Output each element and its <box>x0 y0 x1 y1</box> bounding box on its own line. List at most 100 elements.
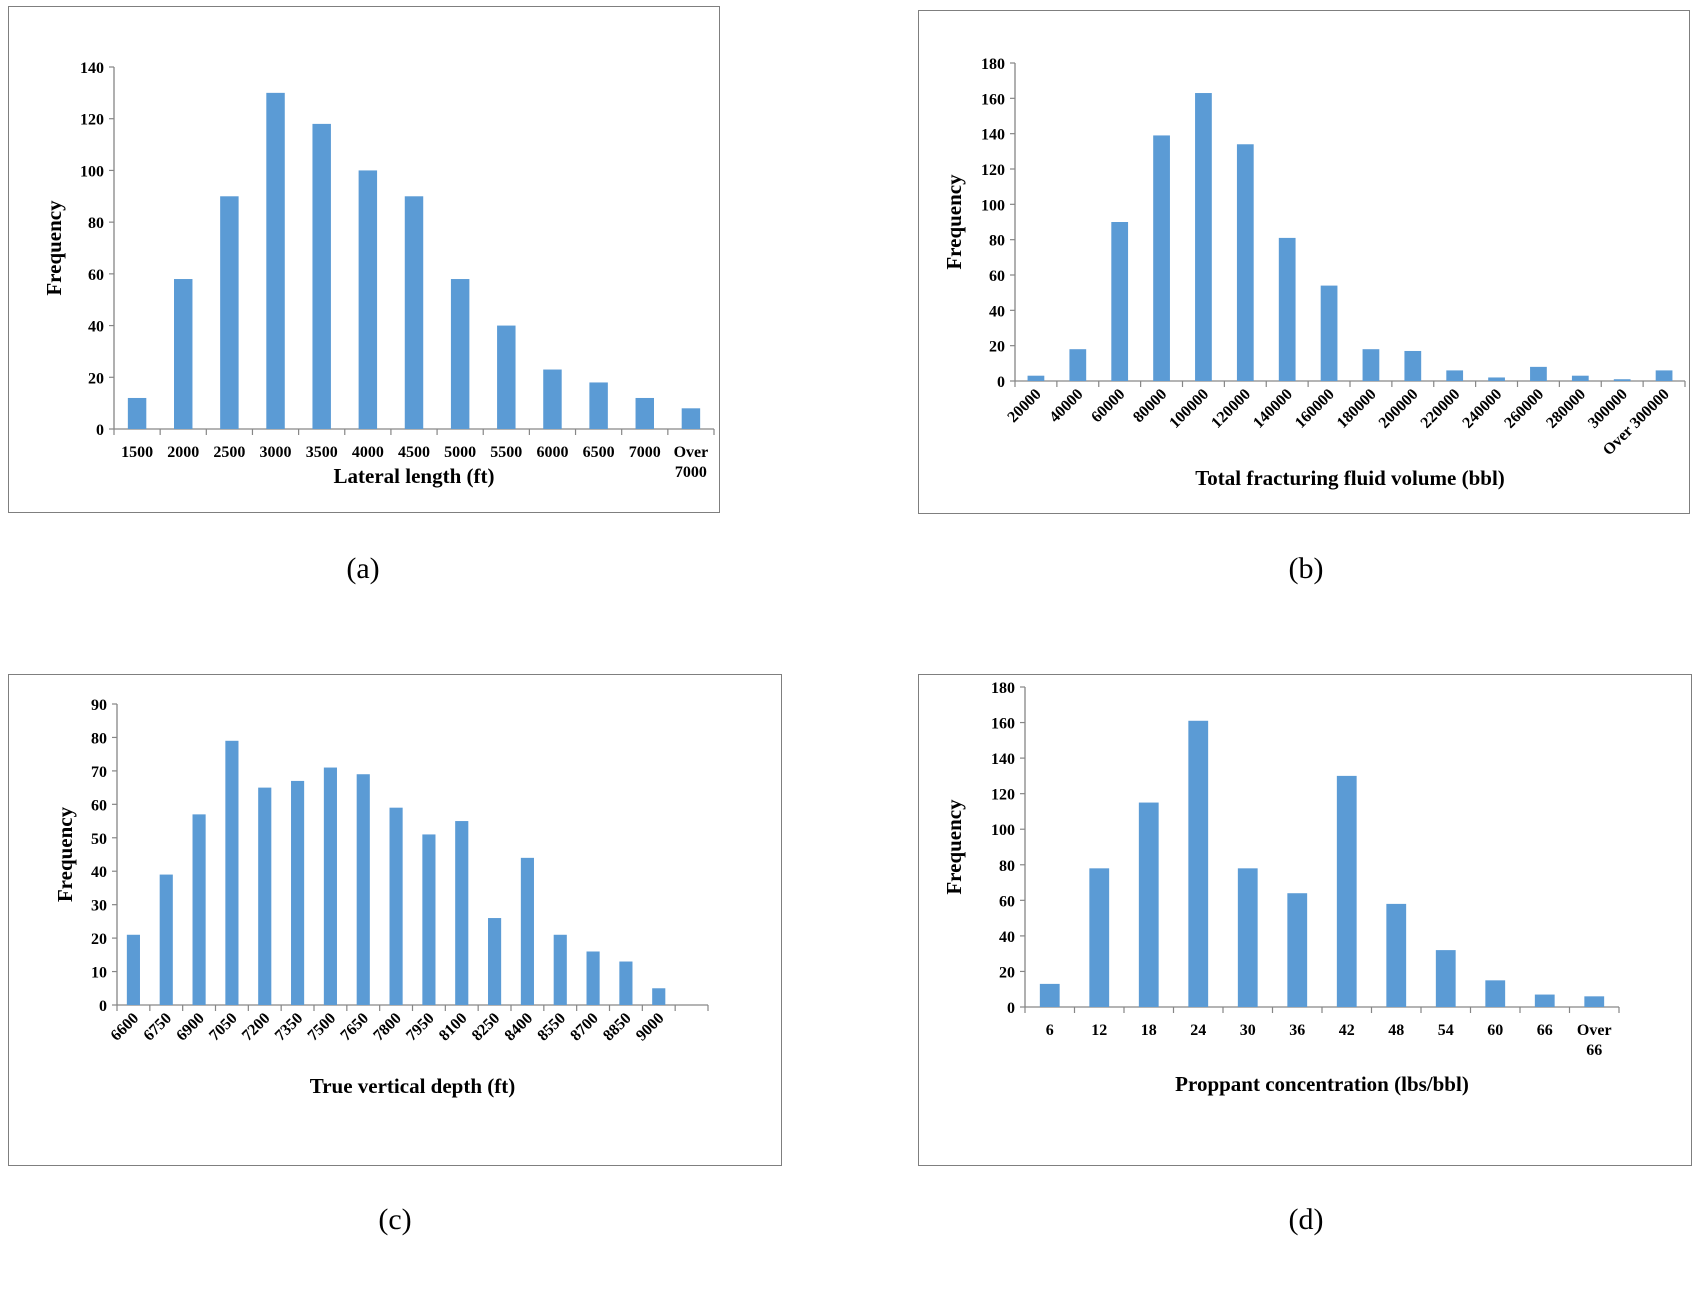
x-tick-label-c: 7200 <box>239 1010 274 1045</box>
y-tick-label-b: 160 <box>981 91 1005 108</box>
bar-b <box>1153 135 1170 381</box>
x-tick-label-c: 8400 <box>502 1010 537 1045</box>
bar-a <box>404 196 424 429</box>
x-tick-label-d: Over 66 <box>1577 1022 1612 1059</box>
x-tick-label-b: 140000 <box>1250 386 1296 432</box>
y-tick-label-a: 40 <box>88 319 104 336</box>
y-tick-label-c: 60 <box>91 797 107 814</box>
chart-b: 0 20 40 60 80 100 120 140 160 180 20000 40000 60000 8… <box>942 56 1686 490</box>
x-tick-label-c: 8550 <box>534 1010 569 1045</box>
y-tick-label-a: 120 <box>80 112 104 129</box>
y-tick-label-a: 80 <box>88 215 104 232</box>
x-tick-label-d: 24 <box>1190 1022 1206 1039</box>
x-axis-title-a: Lateral length (ft) <box>334 464 495 488</box>
bar-c <box>258 787 272 1005</box>
chart-panel-b: 0 20 40 60 80 100 120 140 160 180 20000 40000 60000 8… <box>918 10 1690 514</box>
bar-c <box>652 988 666 1005</box>
x-tick-label-d: 6 <box>1046 1022 1054 1039</box>
y-tick-label-c: 20 <box>91 931 107 948</box>
y-tick-label-b: 180 <box>981 56 1005 73</box>
bar-b <box>1236 144 1254 381</box>
bar-a <box>635 397 654 429</box>
y-tick-label-d: 20 <box>999 964 1015 981</box>
x-tick-label-b: 120000 <box>1208 386 1254 432</box>
y-tick-label-c: 10 <box>91 965 107 982</box>
bar-c <box>192 814 206 1005</box>
bar-b <box>1362 349 1380 381</box>
bar-c <box>422 834 436 1005</box>
x-tick-label-d: 36 <box>1289 1022 1305 1039</box>
bar-c <box>159 874 173 1005</box>
x-tick-label-a: Over 7000 <box>674 444 709 481</box>
x-tick-label-b: 60000 <box>1088 386 1128 426</box>
x-tick-label-a: 2500 <box>213 444 245 461</box>
bar-b <box>1027 375 1045 381</box>
bar-a <box>266 92 285 429</box>
x-tick-label-b: 100000 <box>1166 386 1212 432</box>
bar-c <box>586 951 600 1005</box>
y-tick-label-d: 80 <box>999 858 1015 875</box>
y-tick-label-c: 30 <box>91 898 107 915</box>
caption-c: (c) <box>378 1203 412 1236</box>
x-tick-label-a: 2000 <box>167 444 199 461</box>
y-tick-label-a: 0 <box>96 422 104 439</box>
x-tick-label-d: 66 <box>1537 1022 1553 1039</box>
bar-c <box>619 961 633 1005</box>
x-axis-title-d: Proppant concentration (lbs/bbl) <box>1175 1072 1469 1096</box>
x-tick-label-b: 260000 <box>1501 386 1547 432</box>
chart-c: 0102030405060708090660067506900705072007… <box>53 697 709 1098</box>
x-axis-title-c: True vertical depth (ft) <box>310 1074 515 1098</box>
y-tick-label-c: 50 <box>91 831 107 848</box>
bar-c <box>389 807 403 1005</box>
y-tick-label-d: 60 <box>999 893 1015 910</box>
bar-d <box>1089 868 1110 1007</box>
x-tick-label-b: 80000 <box>1130 386 1170 426</box>
bar-d <box>1188 720 1209 1007</box>
x-tick-label-a: 6500 <box>583 444 615 461</box>
y-tick-label-d: 40 <box>999 929 1015 946</box>
x-tick-label-c: 7650 <box>337 1010 372 1045</box>
bar-a <box>312 123 331 429</box>
bar-d <box>1039 983 1060 1007</box>
x-tick-label-c: 6900 <box>173 1010 208 1045</box>
bar-d <box>1287 893 1308 1007</box>
bar-a <box>358 170 378 429</box>
x-tick-label-a: 4000 <box>352 444 384 461</box>
y-tick-label-c: 90 <box>91 697 107 714</box>
bar-d <box>1386 903 1407 1007</box>
bar-b <box>1278 237 1296 381</box>
x-tick-label-c: 9000 <box>633 1010 668 1045</box>
x-tick-label-a: 3500 <box>306 444 338 461</box>
x-tick-label-b: 200000 <box>1376 386 1422 432</box>
x-tick-label-a: 1500 <box>121 444 153 461</box>
x-tick-label-a: 6000 <box>536 444 568 461</box>
x-tick-label-c: 7950 <box>403 1010 438 1045</box>
y-tick-label-b: 100 <box>981 197 1005 214</box>
x-tick-label-d: 48 <box>1388 1022 1404 1039</box>
bar-b <box>1530 366 1547 381</box>
bar-c <box>553 934 567 1005</box>
x-tick-label-a: 4500 <box>398 444 430 461</box>
y-axis-title-c: Frequency <box>53 806 77 902</box>
bar-c <box>455 821 469 1005</box>
x-tick-label-c: 8250 <box>469 1010 504 1045</box>
bar-d <box>1584 996 1605 1007</box>
x-tick-label-c: 8850 <box>600 1010 635 1045</box>
x-axis-title-b: Total fracturing fluid volume (bbl) <box>1195 466 1505 490</box>
x-tick-label-a: 3000 <box>260 444 292 461</box>
bar-c <box>225 740 239 1005</box>
bar-a <box>450 279 470 429</box>
x-tick-label-c: 6750 <box>140 1010 175 1045</box>
bar-b <box>1195 93 1212 382</box>
x-tick-label-a: 5000 <box>444 444 476 461</box>
bar-a <box>543 369 562 429</box>
caption-b: (b) <box>1288 552 1324 585</box>
x-tick-label-a: 5500 <box>490 444 522 461</box>
y-tick-label-a: 140 <box>80 60 104 77</box>
bar-c <box>291 780 305 1005</box>
x-tick-label-b: 240000 <box>1459 386 1505 432</box>
bar-b <box>1446 370 1464 381</box>
y-tick-label-a: 60 <box>88 267 104 284</box>
y-tick-label-c: 70 <box>91 764 107 781</box>
x-tick-label-d: 12 <box>1091 1022 1107 1039</box>
